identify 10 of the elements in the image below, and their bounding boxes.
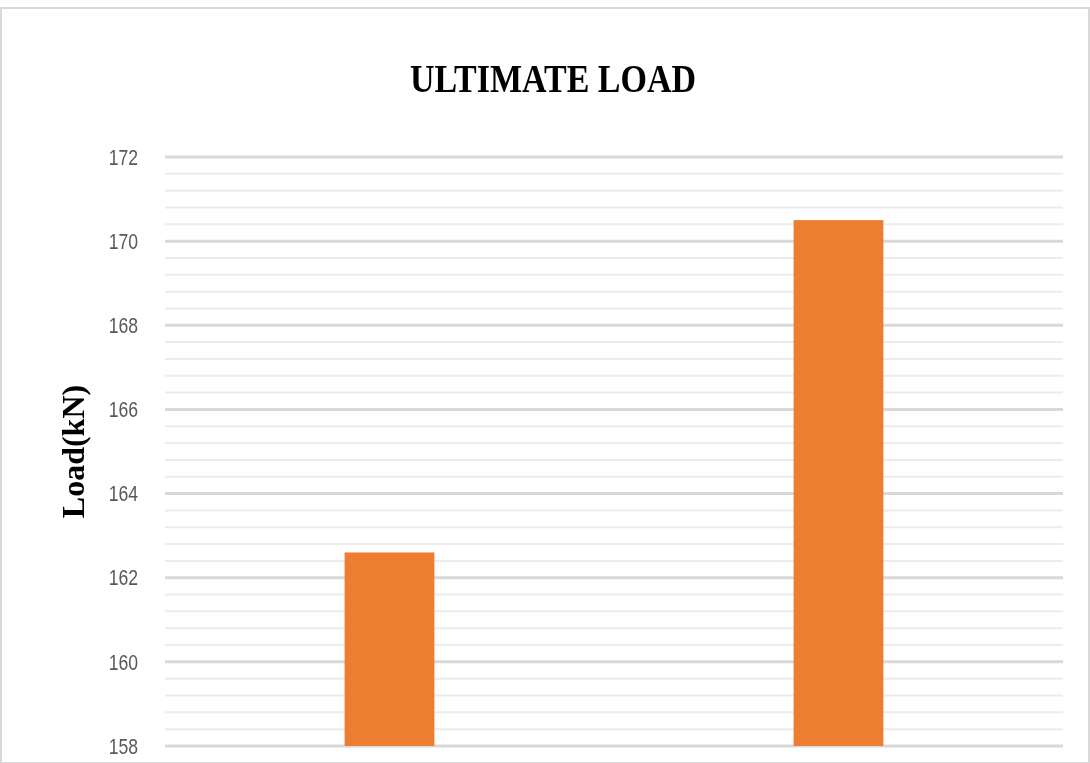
y-tick-label: 172 <box>108 144 138 170</box>
y-tick-label: 166 <box>108 397 138 422</box>
y-tick-label: 162 <box>108 565 138 590</box>
y-tick-label: 158 <box>108 733 138 759</box>
chart-title: ULTIMATE LOAD <box>409 56 697 101</box>
y-tick-label: 168 <box>108 313 138 338</box>
y-axis-title: Load(kN) <box>55 384 91 519</box>
y-tick-label: 170 <box>108 228 138 254</box>
y-tick-label: 164 <box>108 481 138 506</box>
y-tick-label: 160 <box>108 649 138 674</box>
